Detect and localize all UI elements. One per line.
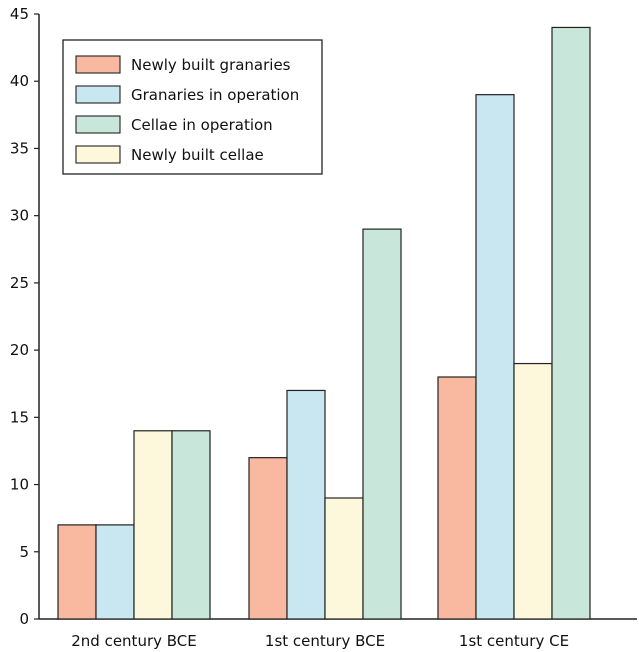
legend-swatch <box>75 55 121 74</box>
y-tick-label: 10 <box>10 476 29 494</box>
y-tick-label: 45 <box>10 5 29 23</box>
bar-granaries-in-operation-0 <box>95 524 135 620</box>
y-tick-label: 25 <box>10 274 29 292</box>
legend-label: Newly built cellae <box>131 146 264 164</box>
bar-cellae-in-operation-2 <box>551 26 591 620</box>
legend-swatch <box>75 85 121 104</box>
x-tick-label: 1st century BCE <box>265 632 385 650</box>
bar-cellae-in-operation-0 <box>171 430 211 620</box>
axes: 0 5 10 15 20 25 30 35 40 45 2nd century BCE 1st cen… <box>10 5 637 650</box>
legend-label: Granaries in operation <box>131 86 299 104</box>
legend: Newly built granaries Granaries in operat… <box>62 39 323 175</box>
bar-newly-built-cellae-2 <box>513 362 553 620</box>
bar-newly-built-cellae-0 <box>133 430 173 620</box>
bar-newly-built-granaries-2 <box>437 376 477 620</box>
y-tick-label: 15 <box>10 408 29 426</box>
legend-label: Newly built granaries <box>131 56 291 74</box>
bars <box>57 26 591 620</box>
y-tick-label: 0 <box>19 610 29 628</box>
bar-cellae-in-operation-1 <box>362 228 402 620</box>
bar-newly-built-granaries-0 <box>57 524 97 620</box>
bar-newly-built-cellae-1 <box>324 497 364 620</box>
y-tick-label: 40 <box>10 72 29 90</box>
legend-label: Cellae in operation <box>131 116 273 134</box>
legend-swatch <box>75 145 121 164</box>
bar-newly-built-granaries-1 <box>248 457 288 620</box>
legend-swatch <box>75 115 121 134</box>
y-tick-label: 20 <box>10 341 29 359</box>
bar-granaries-in-operation-1 <box>286 389 326 620</box>
x-tick-label: 1st century CE <box>459 632 569 650</box>
x-tick-label: 2nd century BCE <box>71 632 197 650</box>
y-tick-label: 30 <box>10 207 29 225</box>
y-tick-label: 5 <box>19 543 29 561</box>
y-tick-label: 35 <box>10 139 29 157</box>
bar-granaries-in-operation-2 <box>475 94 515 620</box>
